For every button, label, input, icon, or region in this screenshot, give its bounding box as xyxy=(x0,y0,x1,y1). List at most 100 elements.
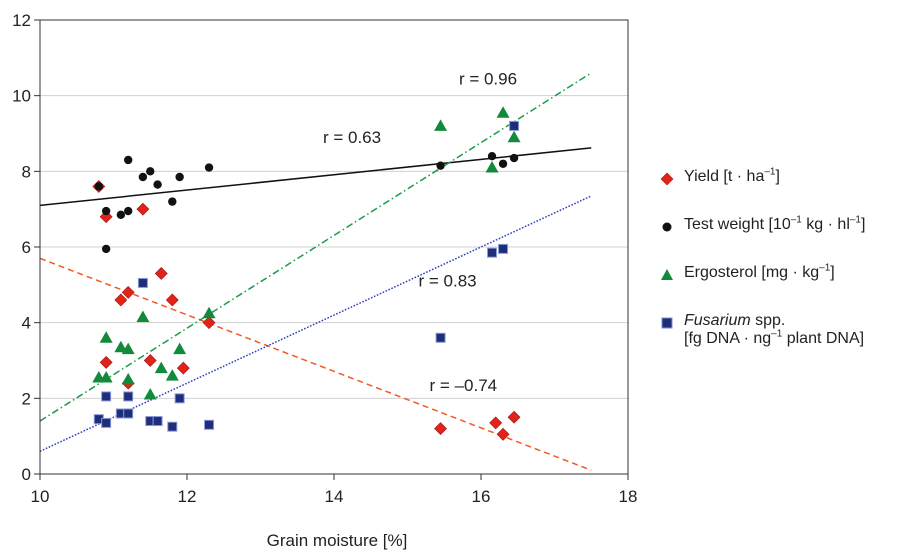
black-circle-icon xyxy=(662,222,672,232)
y-tick-label: 10 xyxy=(12,87,31,106)
point-ergosterol xyxy=(165,369,179,381)
point-fusarium xyxy=(498,243,509,254)
legend-fusarium-label: spp. xyxy=(750,312,786,329)
point-fusarium xyxy=(487,247,498,258)
legend-ergosterol-end: ] xyxy=(830,264,835,281)
legend-fusarium-italic: Fusarium xyxy=(684,312,751,329)
point-fusarium xyxy=(167,421,178,432)
legend-ergosterol-label: Ergosterol [mg · kg xyxy=(684,264,820,281)
point-yield xyxy=(154,267,168,280)
grid-lines xyxy=(40,95,628,399)
point-yield xyxy=(121,285,135,299)
point-fusarium xyxy=(152,416,163,427)
point-fusarium xyxy=(123,408,134,419)
y-tick-label: 4 xyxy=(22,314,31,333)
y-tick-label: 8 xyxy=(22,162,31,181)
point-ergosterol xyxy=(496,106,510,118)
point-test-weight xyxy=(509,153,519,163)
y-tick-label: 12 xyxy=(12,11,31,30)
point-fusarium xyxy=(101,417,112,428)
point-yield xyxy=(489,416,503,430)
point-test-weight xyxy=(124,206,133,216)
fit-line-circle xyxy=(39,147,592,207)
point-test-weight xyxy=(487,152,497,161)
point-ergosterol xyxy=(121,342,135,355)
point-fusarium xyxy=(101,391,112,402)
green-triangle-icon xyxy=(661,269,673,280)
point-yield xyxy=(496,427,510,441)
y-tick-label: 0 xyxy=(22,465,31,484)
point-ergosterol xyxy=(202,306,216,319)
point-fusarium xyxy=(137,277,148,288)
data-points xyxy=(92,106,521,441)
r-label-triangle: r = 0.96 xyxy=(459,69,517,88)
point-ergosterol xyxy=(485,161,499,173)
point-ergosterol xyxy=(121,372,135,385)
point-test-weight xyxy=(124,155,133,165)
point-fusarium xyxy=(435,332,446,343)
legend-fusarium-line2b: plant DNA] xyxy=(782,330,865,347)
y-tick-label: 2 xyxy=(22,389,31,408)
legend-fusarium-sup: –1 xyxy=(771,328,783,340)
legend-test-weight-sup2: –1 xyxy=(849,214,861,226)
x-tick-label: 12 xyxy=(178,487,197,506)
legend-test-weight-sup1: –1 xyxy=(790,214,802,226)
red-diamond-icon xyxy=(660,172,674,186)
fit-line-diamond xyxy=(39,257,592,471)
legend-yield-label: Yield [t · ha xyxy=(684,168,765,185)
point-test-weight xyxy=(101,244,111,254)
fit-line-triangle xyxy=(39,72,592,422)
point-fusarium xyxy=(204,419,215,430)
point-fusarium xyxy=(123,391,134,402)
point-yield xyxy=(434,422,447,436)
point-yield xyxy=(507,410,521,424)
fit-line-square xyxy=(39,195,592,452)
point-test-weight xyxy=(138,172,148,182)
point-test-weight xyxy=(146,167,155,176)
point-ergosterol xyxy=(173,342,187,355)
point-ergosterol xyxy=(154,361,168,374)
r-label-square: r = 0.83 xyxy=(419,272,477,291)
point-test-weight xyxy=(436,161,445,170)
point-yield xyxy=(143,354,157,367)
legend-fusarium-line2a: [fg DNA · ng xyxy=(684,330,772,347)
point-yield xyxy=(99,355,113,369)
point-test-weight xyxy=(153,180,162,189)
x-tick-label: 18 xyxy=(619,487,638,506)
legend-test-weight-label: Test weight [10 xyxy=(684,216,791,233)
y-tick-label: 6 xyxy=(22,238,31,257)
legend-yield-end: ] xyxy=(775,168,780,185)
point-ergosterol xyxy=(136,310,150,322)
point-test-weight xyxy=(101,206,111,216)
point-test-weight xyxy=(168,197,177,206)
point-test-weight xyxy=(116,210,126,220)
point-ergosterol xyxy=(99,331,113,343)
legend-test-weight-mid: kg · hl xyxy=(801,216,850,233)
point-test-weight xyxy=(498,159,508,168)
point-test-weight xyxy=(94,182,104,191)
x-axis-title: Grain moisture [%] xyxy=(267,531,408,550)
legend-yield-sup: –1 xyxy=(764,166,776,178)
x-tick-label: 10 xyxy=(31,487,50,506)
r-label-circle: r = 0.63 xyxy=(323,128,381,147)
point-test-weight xyxy=(175,172,184,182)
point-ergosterol xyxy=(99,371,113,383)
point-yield xyxy=(176,361,190,375)
point-ergosterol xyxy=(507,130,521,143)
x-tick-label: 14 xyxy=(325,487,344,506)
point-fusarium xyxy=(174,393,185,404)
point-yield xyxy=(136,202,150,216)
x-tick-label: 16 xyxy=(472,487,491,506)
axis-ticks: 0 2 4 6 8 10 12 10 12 14 16 18 xyxy=(12,11,637,506)
point-ergosterol xyxy=(114,340,128,353)
point-fusarium xyxy=(509,120,520,131)
point-ergosterol xyxy=(434,119,448,131)
blue-square-icon xyxy=(661,317,673,329)
legend-ergosterol-sup: –1 xyxy=(819,262,831,274)
point-test-weight xyxy=(204,163,214,172)
point-yield xyxy=(202,316,216,330)
point-yield xyxy=(165,293,179,307)
r-label-diamond: r = –0.74 xyxy=(430,376,498,395)
point-ergosterol xyxy=(143,388,157,400)
